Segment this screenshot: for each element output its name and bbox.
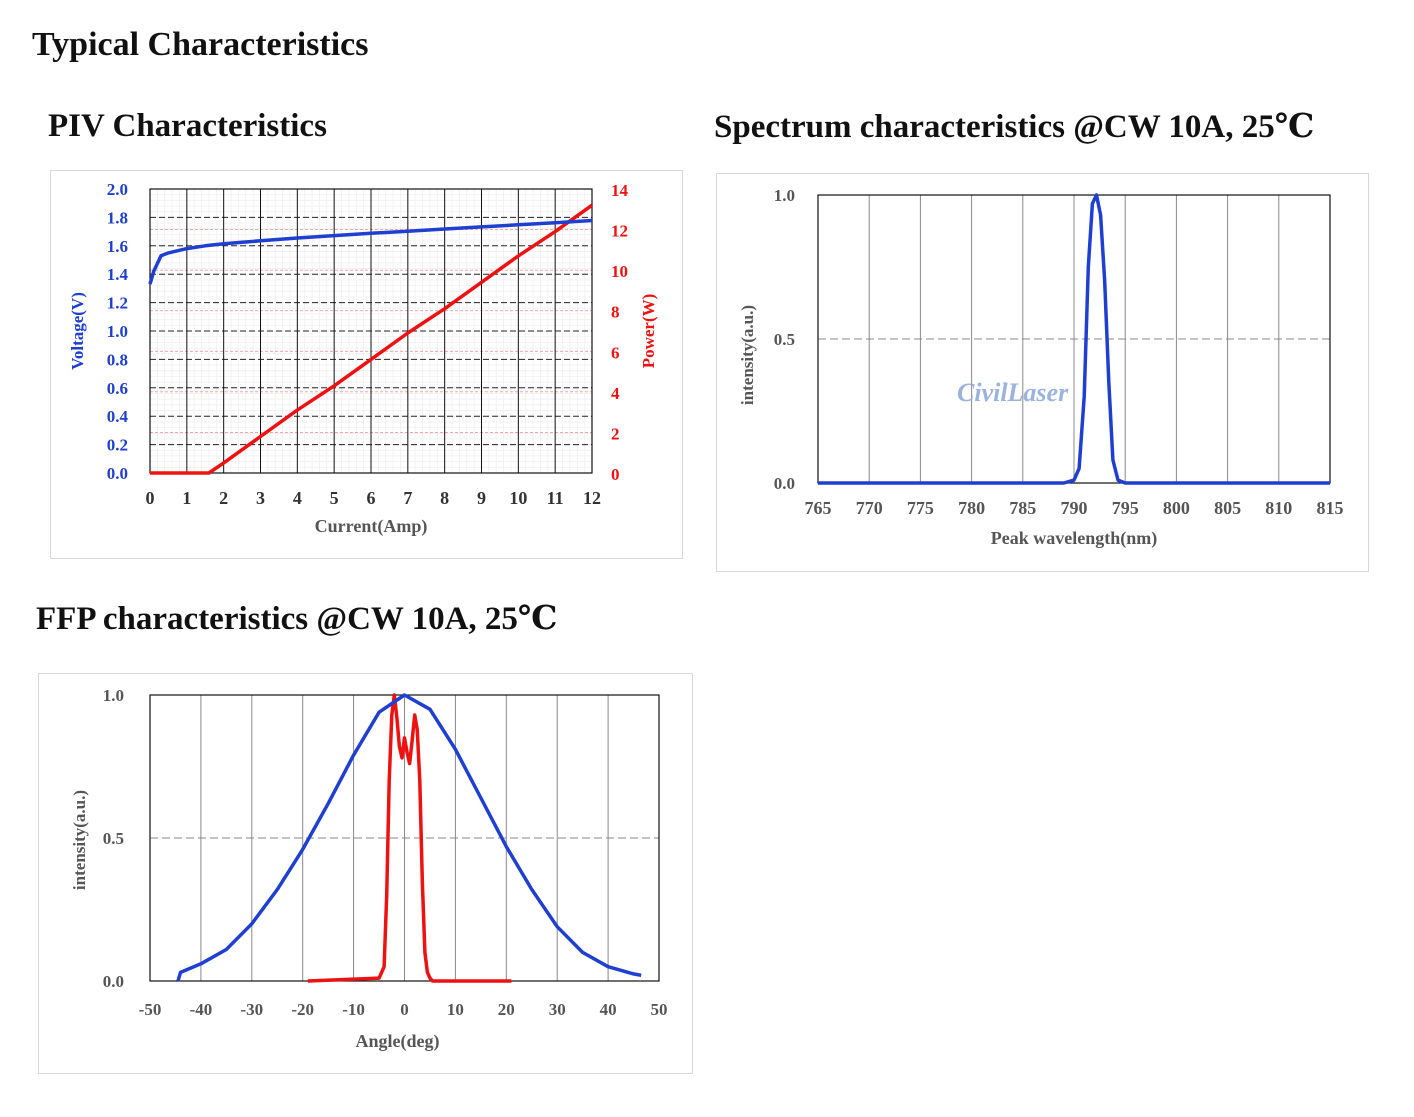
x-axis-label: Current(Amp) (315, 516, 428, 537)
y-tick-label: 1.8 (107, 208, 128, 227)
y-tick-label: 0.0 (107, 464, 128, 483)
x-tick-label: 40 (600, 1000, 617, 1019)
x-tick-label: 10 (509, 488, 527, 508)
y-tick-label: 0.8 (107, 350, 128, 369)
spectrum-chart-panel: 765 770 775 780 785 790 795 800 805 810 815 0.0 0.5 1… (716, 173, 1369, 572)
y-tick-label: 1.4 (107, 265, 129, 284)
x-tick-label: -10 (342, 1000, 365, 1019)
fast-axis-series-line (176, 693, 642, 982)
y-tick-label: 0.0 (774, 474, 795, 493)
y2-tick-label: 4 (611, 384, 620, 403)
spectrum-series-line (818, 193, 1330, 485)
y-axis-label: intensity(a.u.) (738, 305, 757, 405)
x-tick-label: 8 (440, 488, 449, 508)
y2-tick-label: 14 (611, 181, 629, 200)
x-tick-label: -50 (139, 1000, 162, 1019)
y-tick-label: 0.6 (107, 379, 128, 398)
slow-axis-series-line (307, 693, 512, 983)
y-tick-label: 1.0 (107, 322, 128, 341)
x-tick-label: 780 (958, 498, 985, 518)
x-tick-label: 5 (330, 488, 339, 508)
piv-chart: 0 1 2 3 4 5 6 7 8 9 10 11 120.00.20.40.60.81.01.21.4… (68, 180, 658, 537)
x-tick-label: 0 (400, 1000, 409, 1019)
y-tick-label: 1.0 (774, 186, 795, 205)
y2-tick-label: 8 (611, 303, 620, 322)
y-tick-label: 0.4 (107, 407, 129, 426)
x-tick-label: 815 (1317, 498, 1344, 518)
y-tick-label: 0.0 (103, 972, 124, 991)
x-tick-label: 2 (219, 488, 228, 508)
power-series-line (150, 203, 594, 475)
y-axis-label: intensity(a.u.) (70, 790, 89, 890)
x-tick-label: 10 (447, 1000, 464, 1019)
x-axis-label: Angle(deg) (356, 1031, 440, 1052)
y-tick-label: 1.2 (107, 294, 128, 313)
x-tick-label: 9 (477, 488, 486, 508)
y-tick-label: 0.2 (107, 436, 128, 455)
y-tick-label: 1.6 (107, 237, 128, 256)
page-title: Typical Characteristics (32, 26, 369, 63)
x-tick-label: 800 (1163, 498, 1190, 518)
y-tick-label: 0.5 (774, 330, 795, 349)
y2-axis-label: Power(W) (639, 294, 658, 369)
x-tick-label: -40 (190, 1000, 213, 1019)
x-tick-label: 790 (1061, 498, 1088, 518)
x-tick-label: 12 (583, 488, 601, 508)
y2-tick-label: 2 (611, 424, 620, 443)
x-tick-label: 770 (856, 498, 883, 518)
y2-tick-label: 6 (611, 343, 620, 362)
x-tick-label: 810 (1265, 498, 1292, 518)
x-tick-label: 765 (805, 498, 832, 518)
watermark-logo: CivilLaser (957, 378, 1069, 407)
spectrum-chart: 765 770 775 780 785 790 795 800 805 810 815 0.0 0.5 1… (738, 186, 1344, 549)
x-tick-label: 0 (146, 488, 155, 508)
x-axis-label: Peak wavelength(nm) (991, 528, 1157, 549)
plot-frame (149, 188, 593, 474)
x-tick-label: -30 (240, 1000, 263, 1019)
x-tick-label: 785 (1009, 498, 1036, 518)
x-tick-label: 30 (549, 1000, 566, 1019)
ffp-chart-panel: -50 -40 -30 -20 -10 0 10 20 30 40 50 0.0 0.5 1.0 Angle… (38, 673, 693, 1074)
x-tick-label: 20 (498, 1000, 515, 1019)
piv-chart-title: PIV Characteristics (48, 108, 327, 144)
x-tick-label: 805 (1214, 498, 1241, 518)
spectrum-chart-title: Spectrum characteristics @CW 10A, 25℃ (714, 109, 1315, 145)
x-tick-label: 775 (907, 498, 934, 518)
x-tick-label: 1 (182, 488, 191, 508)
x-tick-label: 4 (293, 488, 302, 508)
y-tick-label: 1.0 (103, 686, 124, 705)
x-tick-label: -20 (291, 1000, 314, 1019)
piv-chart-panel: 0 1 2 3 4 5 6 7 8 9 10 11 12 0.0 0.2 0.4 0.6 0.8 1.0 1.2 1.4… (50, 170, 683, 559)
x-tick-label: 6 (367, 488, 376, 508)
y-tick-label: 2.0 (107, 180, 128, 199)
y2-tick-label: 10 (611, 262, 628, 281)
plot-frame (817, 194, 1331, 484)
y-axis-label: Voltage(V) (68, 292, 87, 370)
ffp-chart-title: FFP characteristics @CW 10A, 25℃ (36, 601, 558, 637)
y2-tick-label: 12 (611, 222, 628, 241)
y-tick-label: 0.5 (103, 829, 124, 848)
y2-tick-label: 0 (611, 465, 620, 484)
voltage-series-line (148, 218, 593, 285)
ffp-chart: -50 -40 -30 -20 -10 0 10 20 30 40 50 0.0 0.5 1.0 Angle… (70, 686, 668, 1052)
x-tick-label: 795 (1112, 498, 1139, 518)
x-tick-label: 50 (651, 1000, 668, 1019)
x-tick-label: 7 (403, 488, 412, 508)
x-tick-label: 11 (547, 488, 564, 508)
x-tick-label: 3 (256, 488, 265, 508)
